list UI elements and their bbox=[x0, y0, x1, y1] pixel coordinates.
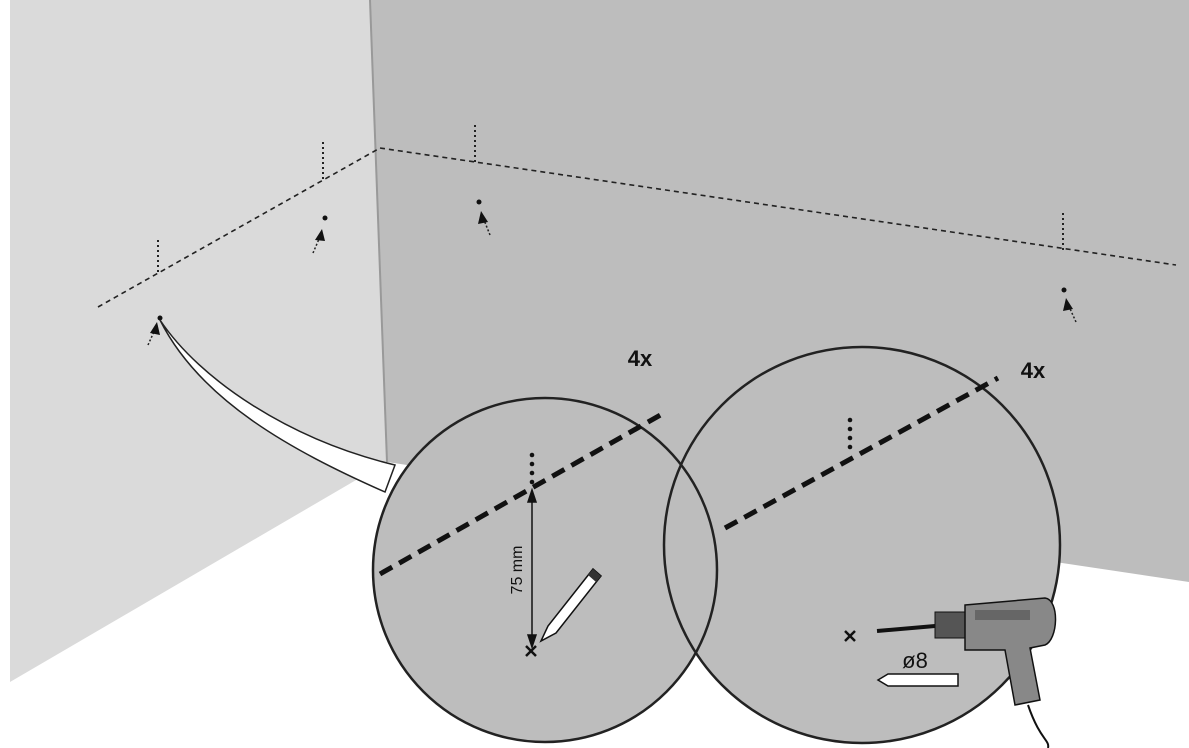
zoom-circle-mark bbox=[373, 398, 717, 742]
pencil bbox=[539, 567, 603, 643]
wall-corner bbox=[369, 0, 388, 463]
drill-bit-size: ø8 bbox=[902, 648, 928, 673]
drill-points bbox=[157, 199, 1067, 321]
dimension-line bbox=[526, 487, 538, 650]
arrow-heads bbox=[150, 211, 1073, 335]
left-wall bbox=[10, 0, 387, 682]
zoom-level-line bbox=[378, 410, 666, 577]
drill-bit bbox=[876, 673, 959, 687]
zoom-circle-mark-outline bbox=[371, 396, 719, 744]
zoom-circle-drill-outline bbox=[662, 345, 1062, 745]
zoom-wedge bbox=[159, 319, 396, 494]
zoom-circle-drill bbox=[664, 347, 1060, 743]
measurement-label: 75 mm bbox=[509, 546, 526, 595]
quantity-label: 4x bbox=[1021, 358, 1046, 383]
drill bbox=[876, 597, 1057, 748]
zoom-plumb-dots bbox=[529, 417, 853, 485]
cross-mark bbox=[525, 630, 856, 657]
zoom-level-line bbox=[723, 375, 1000, 531]
plumb-marks bbox=[157, 125, 1064, 273]
quantity-label: 4x bbox=[628, 346, 653, 371]
level-lines bbox=[97, 147, 1177, 308]
